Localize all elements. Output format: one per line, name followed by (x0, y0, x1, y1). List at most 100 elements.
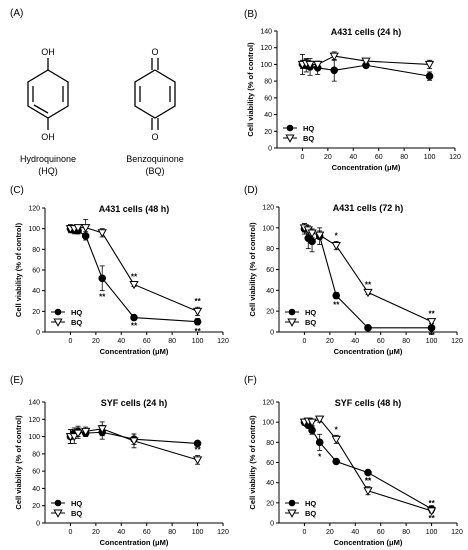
y-axis-label: Cell viability (% of control) (248, 222, 257, 317)
panel-label: (E) (10, 375, 23, 386)
hydroquinone-structure (27, 58, 69, 130)
bq-bottom-group: O (151, 132, 158, 142)
legend-label-hq: HQ (305, 308, 316, 317)
legend-label-bq: BQ (71, 509, 82, 518)
y-tick-label: 80 (264, 79, 272, 86)
significance-mark: ** (99, 293, 106, 302)
data-point-bq (192, 456, 203, 465)
x-axis-label: Concentration (μM) (334, 538, 403, 547)
x-tick-label: 100 (426, 529, 438, 536)
x-tick-label: 80 (402, 338, 410, 345)
chart-title: SYF cells (24 h) (101, 398, 168, 408)
data-point-hq (193, 317, 202, 326)
hq-top-group: OH (41, 47, 55, 57)
x-tick-label: 60 (143, 529, 151, 536)
x-tick-label: 120 (217, 338, 229, 345)
legend-label-bq: BQ (305, 318, 316, 327)
x-axis-label: Concentration (μM) (100, 538, 169, 547)
data-point-bq (129, 280, 139, 290)
significance-mark: ** (428, 310, 435, 319)
x-axis-label: Concentration (μM) (100, 347, 169, 356)
series-bq: ** (65, 421, 203, 465)
y-tick-label: 60 (32, 268, 40, 275)
x-tick-label: 80 (168, 529, 176, 536)
y-tick-label: 120 (262, 205, 274, 212)
x-tick-label: 100 (192, 529, 204, 536)
y-axis-label: Cell viability (% of control) (14, 415, 23, 510)
hq-bottom-group: OH (41, 132, 55, 142)
x-tick-label: 40 (351, 529, 359, 536)
data-point-bq (363, 288, 373, 298)
legend-label-hq: HQ (303, 124, 314, 133)
x-tick-label: 120 (451, 529, 463, 536)
x-tick-label: 80 (168, 338, 176, 345)
y-tick-label: 0 (36, 330, 40, 337)
chart-panel-f: (F) SYF cells (48 h) 0 20 40 60 80 100 120 0 20 40 6… (244, 375, 463, 547)
data-point-bq (424, 60, 435, 70)
y-tick-label: 0 (268, 146, 272, 153)
y-tick-label: 140 (28, 400, 40, 407)
y-tick-label: 80 (32, 451, 40, 458)
legend-marker-bq (53, 318, 63, 327)
y-tick-label: 100 (260, 62, 272, 69)
significance-mark: ** (194, 297, 201, 306)
series-bq (297, 51, 435, 75)
y-axis-label: Cell viability (% of control) (248, 415, 257, 510)
y-tick-label: 100 (262, 420, 274, 427)
data-point-hq (315, 438, 324, 447)
x-tick-label: 40 (117, 529, 125, 536)
x-tick-label: 0 (68, 338, 72, 345)
data-point-bq (315, 415, 325, 424)
data-point-hq (308, 426, 316, 435)
x-tick-label: 20 (92, 529, 100, 536)
y-tick-label: 40 (32, 486, 40, 493)
panel-label: (F) (244, 375, 257, 386)
series-line (70, 227, 198, 312)
x-tick-label: 60 (143, 338, 151, 345)
y-tick-label: 20 (266, 500, 274, 507)
legend-marker-hq (54, 308, 62, 316)
x-tick-label: 20 (92, 338, 100, 345)
panel-a-label: (A) (10, 8, 23, 19)
y-tick-label: 100 (262, 225, 274, 232)
panel-label: (C) (10, 185, 24, 196)
bq-name: Benzoquinone (126, 154, 184, 164)
chart-title: A431 cells (72 h) (333, 203, 404, 213)
y-tick-label: 0 (36, 521, 40, 528)
legend-marker-bq (53, 509, 63, 518)
x-tick-label: 60 (377, 529, 385, 536)
significance-mark: * (335, 231, 339, 240)
y-axis-label: Cell viability (% of control) (14, 222, 23, 317)
series-line (304, 421, 432, 510)
y-tick-label: 80 (32, 247, 40, 254)
significance-mark: ** (428, 499, 435, 508)
legend-marker-hq (54, 499, 62, 507)
series-line (304, 418, 432, 512)
bq-abbr: (BQ) (146, 166, 165, 176)
y-tick-label: 60 (264, 95, 272, 102)
data-point-hq (364, 468, 372, 477)
y-tick-label: 60 (266, 267, 274, 274)
chart-panel-c: (C) A431 cells (48 h) 0 20 40 60 80 100 120 0 20 40… (10, 185, 229, 356)
data-point-hq (332, 291, 341, 300)
data-point-bq (129, 437, 139, 446)
significance-mark: ** (365, 477, 372, 486)
x-tick-label: 120 (449, 154, 461, 161)
x-tick-label: 20 (326, 338, 334, 345)
data-point-bq (307, 418, 317, 427)
significance-mark: ** (131, 272, 138, 281)
series-hq: ***** (300, 418, 436, 523)
chart-panel-e: (E) SYF cells (24 h) 0 20 40 60 80 100 120 140 0 20… (10, 375, 229, 547)
significance-mark: ** (333, 301, 340, 310)
legend-label-hq: HQ (71, 308, 82, 317)
legend-marker-hq (286, 124, 294, 132)
data-point-hq (98, 274, 107, 283)
series-line (304, 227, 432, 323)
y-tick-label: 0 (270, 330, 274, 337)
data-point-bq (81, 224, 91, 233)
data-point-bq (329, 52, 339, 61)
data-point-bq (426, 318, 437, 327)
x-tick-label: 80 (402, 529, 410, 536)
